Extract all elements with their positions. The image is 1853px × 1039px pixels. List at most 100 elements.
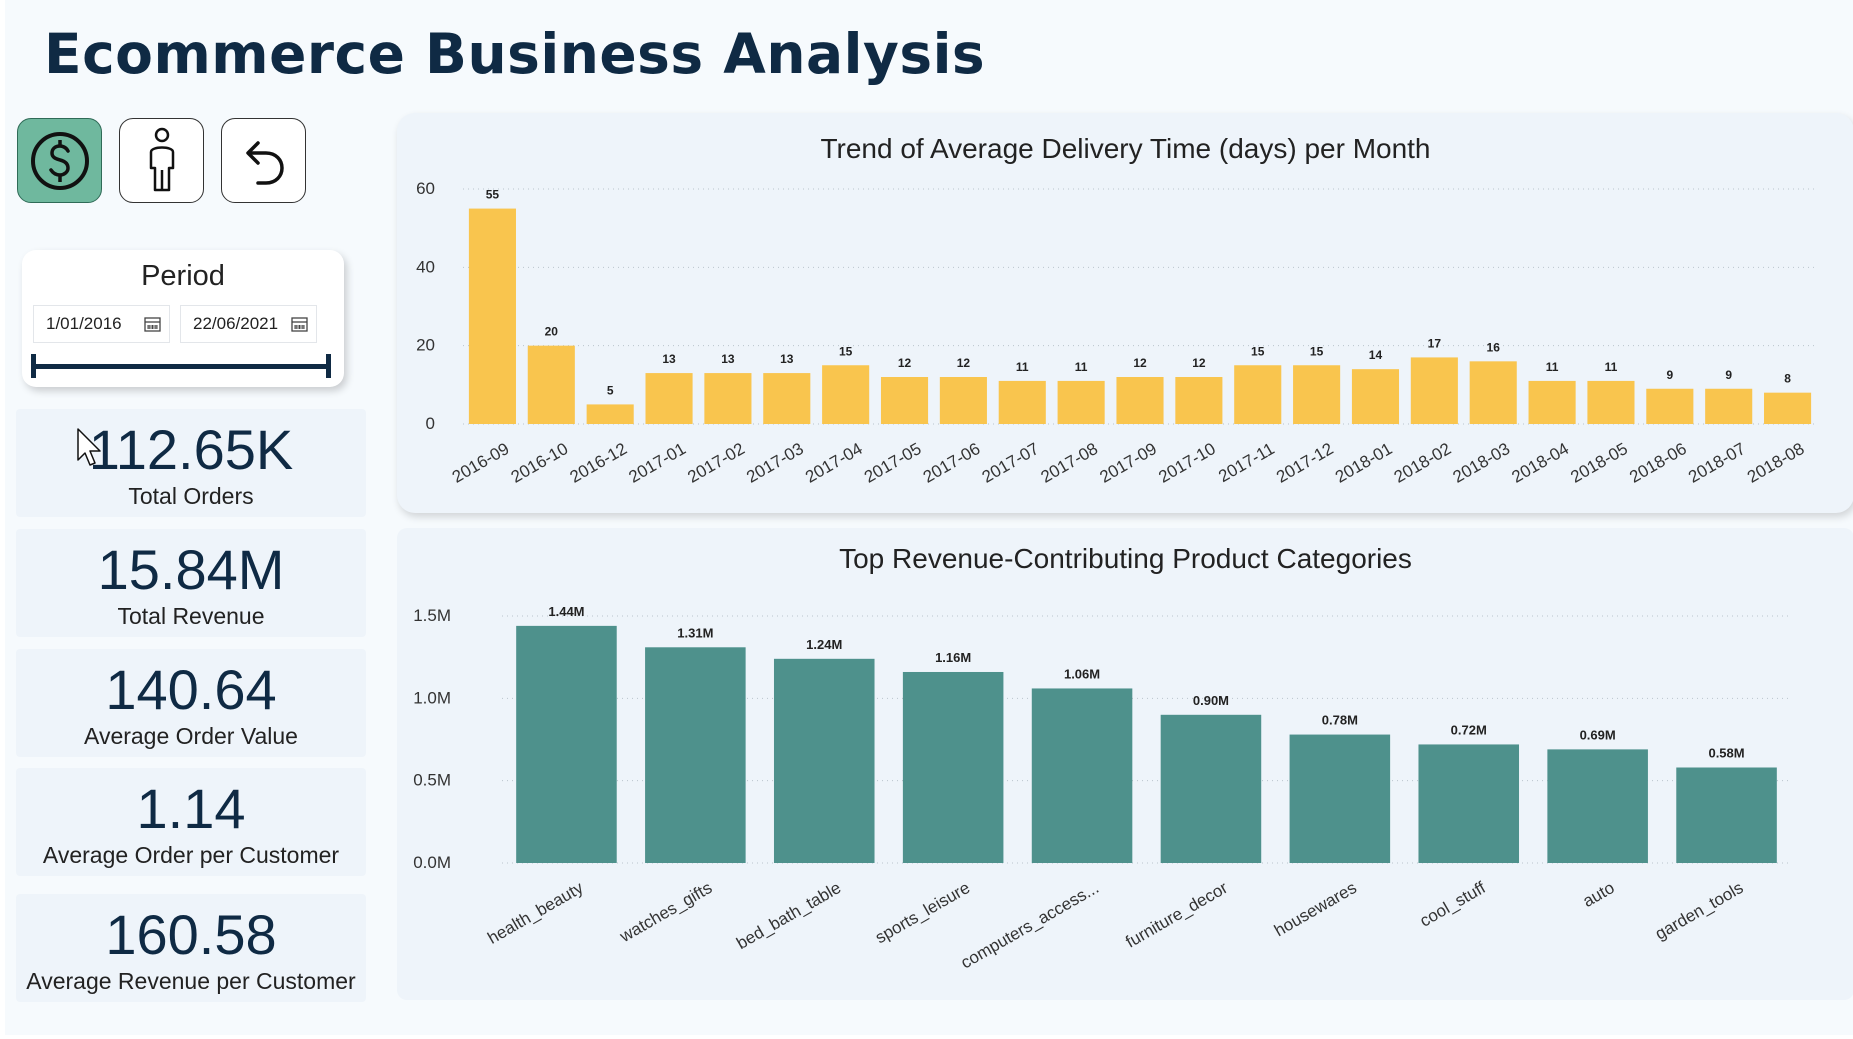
data-label: 15: [1310, 344, 1324, 358]
data-label: 5: [607, 383, 614, 397]
kpi-label: Average Order Value: [84, 723, 298, 749]
period-slider-track[interactable]: [33, 364, 331, 369]
data-label: 9: [1725, 368, 1732, 382]
start-date-input[interactable]: 1/01/2016: [33, 305, 170, 343]
bar: [1587, 380, 1635, 424]
data-label: 0.58M: [1708, 745, 1744, 760]
x-tick-label: 2017-07: [979, 439, 1043, 487]
x-tick-label: 2016-10: [508, 439, 572, 487]
start-date-value: 1/01/2016: [46, 314, 122, 333]
delivery-time-chart-panel: Trend of Average Delivery Time (days) pe…: [397, 113, 1853, 513]
data-label: 11: [1075, 360, 1088, 374]
y-tick-label: 0: [426, 414, 435, 433]
calendar-icon[interactable]: [144, 316, 161, 332]
revenue-categories-chart-panel: Top Revenue-Contributing Product Categor…: [397, 528, 1853, 1000]
bar: [1764, 392, 1812, 424]
x-tick-label: 2017-03: [743, 439, 807, 487]
bar: [527, 345, 575, 424]
calendar-icon[interactable]: [291, 316, 308, 332]
mouse-cursor-icon: [77, 428, 101, 466]
kpi-card-average-revenue-per-customer: 160.58 Average Revenue per Customer: [16, 894, 366, 1002]
data-label: 16: [1487, 340, 1501, 354]
x-tick-label: auto: [1579, 878, 1617, 911]
bar: [1705, 388, 1753, 424]
page-title: Ecommerce Business Analysis: [44, 22, 986, 86]
bar: [1234, 365, 1282, 424]
y-tick-label: 1.5M: [413, 606, 451, 625]
x-tick-label: 2018-07: [1685, 439, 1749, 487]
data-label: 12: [1133, 356, 1147, 370]
bar: [645, 373, 693, 424]
data-label: 0.69M: [1580, 727, 1616, 742]
x-tick-label: 2016-12: [567, 439, 631, 487]
dashboard-canvas: Ecommerce Business Analysis Period 1/01/…: [5, 0, 1853, 1035]
x-tick-label: 2017-06: [920, 439, 984, 487]
data-label: 0.72M: [1451, 722, 1487, 737]
undo-arrow-icon: [245, 140, 284, 185]
bar: [1528, 380, 1576, 424]
period-title: Period: [141, 260, 225, 292]
period-slider-end-handle[interactable]: [326, 354, 331, 378]
data-label: 20: [545, 325, 559, 339]
bar: [822, 365, 870, 424]
chart-title: Trend of Average Delivery Time (days) pe…: [820, 133, 1431, 164]
x-tick-label: 2018-02: [1391, 439, 1455, 487]
data-label: 13: [780, 352, 794, 366]
data-label: 12: [1192, 356, 1206, 370]
data-label: 11: [1605, 360, 1618, 374]
kpi-card-total-orders: 112.65K Total Orders: [16, 409, 366, 517]
bar: [704, 373, 752, 424]
bar: [1031, 688, 1133, 863]
x-tick-label: 2018-04: [1509, 439, 1573, 487]
x-tick-label: 2017-11: [1215, 439, 1277, 486]
data-label: 11: [1546, 360, 1559, 374]
kpi-label: Average Order per Customer: [42, 842, 340, 868]
data-label: 15: [1251, 344, 1265, 358]
data-label: 1.31M: [677, 625, 713, 640]
y-tick-label: 0.5M: [413, 771, 451, 790]
bar: [1646, 388, 1694, 424]
y-tick-label: 60: [416, 179, 435, 198]
bar: [1469, 361, 1517, 424]
period-slider-start-handle[interactable]: [31, 354, 36, 378]
kpi-card-average-order-per-customer: 1.14 Average Order per Customer: [16, 768, 366, 876]
x-tick-label: watches_gifts: [616, 878, 716, 946]
back-button[interactable]: [221, 118, 306, 203]
x-tick-label: health_beauty: [484, 878, 586, 948]
y-tick-label: 40: [416, 257, 435, 276]
x-tick-label: 2017-05: [861, 439, 925, 487]
data-label: 1.06M: [1064, 666, 1100, 681]
kpi-card-average-order-value: 140.64 Average Order Value: [16, 649, 366, 757]
kpi-value: 140.64: [105, 658, 277, 721]
x-tick-label: 2018-08: [1744, 439, 1808, 487]
data-label: 0.90M: [1193, 693, 1229, 708]
bar: [1175, 377, 1223, 424]
data-label: 8: [1784, 372, 1791, 386]
data-label: 12: [898, 356, 912, 370]
period-slicer: Period 1/01/2016 22/06/2021: [22, 250, 344, 387]
kpi-value: 160.58: [105, 903, 277, 966]
end-date-input[interactable]: 22/06/2021: [180, 305, 317, 343]
y-tick-label: 1.0M: [413, 688, 451, 707]
x-tick-label: 2017-09: [1096, 439, 1160, 487]
data-label: 13: [662, 352, 676, 366]
bar: [939, 377, 987, 424]
bar: [763, 373, 811, 424]
bar: [1116, 377, 1164, 424]
revenue-page-button[interactable]: [17, 118, 102, 203]
data-label: 1.24M: [806, 637, 842, 652]
customer-page-button[interactable]: [119, 118, 204, 203]
data-label: 0.78M: [1322, 713, 1358, 728]
x-tick-label: computers_access...: [958, 878, 1103, 972]
y-tick-label: 20: [416, 336, 435, 355]
x-tick-label: 2018-01: [1332, 439, 1396, 487]
kpi-label: Total Orders: [128, 483, 254, 509]
bar: [998, 380, 1046, 424]
x-tick-label: bed_bath_table: [733, 878, 844, 953]
kpi-label: Average Revenue per Customer: [26, 968, 356, 994]
data-label: 15: [839, 344, 853, 358]
kpi-value: 112.65K: [88, 418, 294, 481]
x-tick-label: furniture_decor: [1122, 878, 1231, 952]
x-tick-label: 2017-04: [802, 439, 866, 487]
x-tick-label: 2016-09: [449, 439, 513, 487]
